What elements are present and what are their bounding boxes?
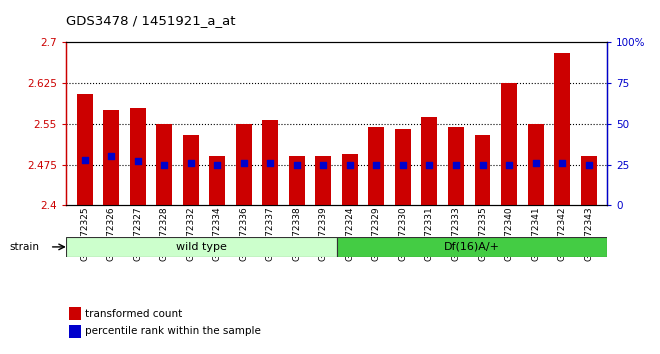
Point [530,160,541,166]
Point [265,160,276,166]
Bar [342,154,358,205]
Point [79,157,90,162]
Point [345,162,355,167]
Text: wild type: wild type [176,242,227,252]
Point [292,162,302,167]
Bar [262,120,279,205]
Bar [395,129,411,205]
Point [238,160,249,166]
Point [371,162,381,167]
Bar [448,127,464,205]
Point [557,160,568,166]
Point [212,162,222,167]
Bar [337,237,607,257]
Bar [368,127,384,205]
Bar [501,83,517,205]
Point [133,159,143,164]
Point [583,162,594,167]
Text: Df(16)A/+: Df(16)A/+ [444,242,500,252]
Text: percentile rank within the sample: percentile rank within the sample [85,326,261,336]
Bar [156,124,172,205]
Bar [475,135,490,205]
Bar [422,117,438,205]
Bar [69,307,81,320]
Bar [69,325,81,338]
Bar [554,53,570,205]
Point [106,154,116,159]
Text: transformed count: transformed count [85,309,182,319]
Bar [289,156,305,205]
Text: GDS3478 / 1451921_a_at: GDS3478 / 1451921_a_at [66,14,236,27]
Bar [77,94,92,205]
Bar [183,135,199,205]
Bar [209,156,225,205]
Bar [129,108,146,205]
Bar [66,237,337,257]
Point [397,162,408,167]
Point [504,162,514,167]
Bar [581,156,597,205]
Bar [315,156,331,205]
Bar [236,124,251,205]
Point [185,160,196,166]
Bar [527,124,544,205]
Bar [103,110,119,205]
Point [318,162,329,167]
Point [159,162,170,167]
Point [477,162,488,167]
Point [424,162,435,167]
Text: strain: strain [9,242,39,252]
Point [451,162,461,167]
